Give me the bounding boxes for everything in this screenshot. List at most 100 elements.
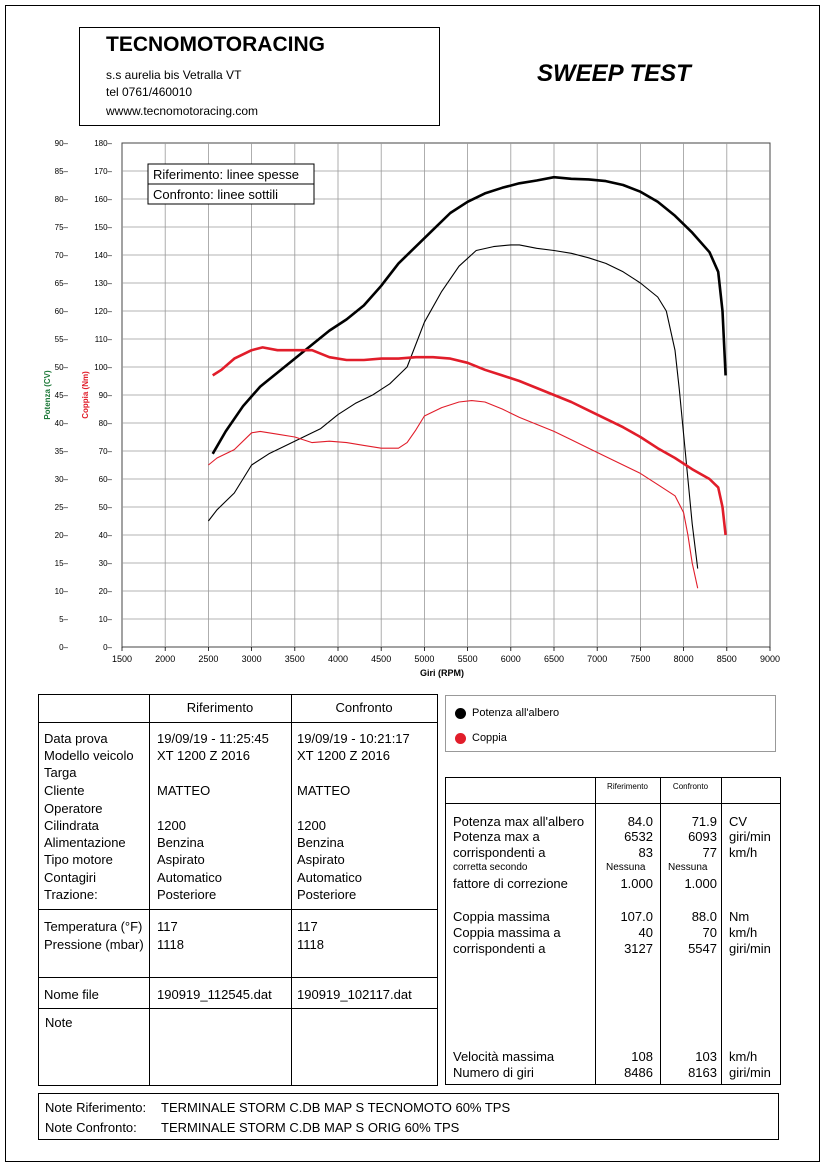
x-tick-label: 6000 xyxy=(501,654,521,664)
y-tick-label-power: 10– xyxy=(55,587,69,596)
result-unit: giri/min xyxy=(729,941,771,956)
y-tick-label-power: 30– xyxy=(55,475,69,484)
info-divider-3 xyxy=(39,977,437,978)
company-phone: tel 0761/460010 xyxy=(106,85,193,99)
info-label: Operatore xyxy=(44,801,103,816)
result-label: fattore di correzione xyxy=(453,876,568,891)
info-value-confronto: XT 1200 Z 2016 xyxy=(297,748,390,763)
result-value-riferimento: Nessuna xyxy=(606,862,646,873)
x-tick-label: 7500 xyxy=(630,654,650,664)
info-value-confronto: 19/09/19 - 10:21:17 xyxy=(297,731,410,746)
note-conf-label: Note Confronto: xyxy=(45,1120,137,1135)
info-value-confronto: 1118 xyxy=(297,937,324,952)
info-label: Contagiri xyxy=(44,870,97,885)
x-tick-label: 8000 xyxy=(674,654,694,664)
result-value-confronto: 6093 xyxy=(688,829,717,844)
result-label: Potenza max all'albero xyxy=(453,814,585,829)
y-tick-label-torque: 80– xyxy=(99,419,113,428)
info-col-riferimento: Riferimento xyxy=(186,700,254,715)
results-col-riferimento: Riferimento xyxy=(607,782,648,791)
chart-grid xyxy=(121,142,771,648)
result-value-confronto: 71.9 xyxy=(691,814,717,829)
report-title: SWEEP TEST xyxy=(537,60,691,87)
info-value-riferimento: Aspirato xyxy=(157,852,205,867)
x-tick-label: 9000 xyxy=(760,654,780,664)
y-tick-label-power: 40– xyxy=(55,419,69,428)
y-tick-label-power: 75– xyxy=(55,223,69,232)
result-value-riferimento: 40 xyxy=(638,925,653,940)
y-tick-label-power: 70– xyxy=(55,251,69,260)
result-unit: km/h xyxy=(729,845,758,860)
info-value-riferimento: Benzina xyxy=(157,835,204,850)
info-value-riferimento: MATTEO xyxy=(157,783,211,798)
company-header: TECNOMOTORACING s.s aurelia bis Vetralla… xyxy=(79,27,440,126)
y-tick-label-power: 5– xyxy=(59,615,68,624)
note-conf-text: TERMINALE STORM C.DB MAP S ORIG 60% TPS xyxy=(161,1120,460,1135)
result-value-riferimento: 3127 xyxy=(624,941,653,956)
y-tick-label-torque: 110– xyxy=(95,335,113,344)
result-value-confronto: 1.000 xyxy=(684,876,717,891)
page-border xyxy=(5,5,820,1162)
result-unit: giri/min xyxy=(729,1065,771,1080)
info-label: Trazione: xyxy=(44,887,98,902)
result-unit: km/h xyxy=(729,1049,758,1064)
x-tick-label: 4500 xyxy=(371,654,391,664)
legend-torque-label: Coppia xyxy=(472,732,507,744)
info-value-riferimento: Automatico xyxy=(157,870,223,885)
results-col-divider-1 xyxy=(595,778,596,1084)
result-value-riferimento: 83 xyxy=(638,845,653,860)
info-divider-2 xyxy=(39,909,437,910)
y-tick-label-torque: 120– xyxy=(94,307,112,316)
info-col-divider-1 xyxy=(149,695,150,1085)
result-label: corretta secondo xyxy=(453,862,528,873)
company-address: s.s aurelia bis Vetralla VT xyxy=(106,68,242,82)
info-value-riferimento: XT 1200 Z 2016 xyxy=(157,748,250,763)
x-tick-label: 6500 xyxy=(544,654,564,664)
info-label: Tipo motore xyxy=(44,852,113,867)
y-tick-label-power: 25– xyxy=(55,503,69,512)
info-label: Alimentazione xyxy=(44,835,126,850)
info-label: Cilindrata xyxy=(44,818,99,833)
info-col-confronto: Confronto xyxy=(335,700,393,715)
y-tick-label-torque: 150– xyxy=(94,223,112,232)
y-tick-label-torque: 100– xyxy=(94,363,112,372)
result-label: corrispondenti a xyxy=(453,941,546,956)
result-label: Coppia massima a xyxy=(453,925,561,940)
torque-line-confronto xyxy=(208,400,699,589)
legend-power-marker xyxy=(455,708,466,719)
info-note-label: Note xyxy=(45,1015,73,1030)
results-header-divider xyxy=(446,803,780,804)
results-table: Riferimento Confronto Potenza max all'al… xyxy=(445,777,781,1085)
result-value-confronto: 88.0 xyxy=(691,909,717,924)
y-tick-label-torque: 30– xyxy=(99,559,113,568)
result-label: Potenza max a xyxy=(453,829,540,844)
x-tick-label: 1500 xyxy=(112,654,132,664)
x-tick-label: 3500 xyxy=(285,654,305,664)
info-label: Pressione (mbar) xyxy=(44,937,144,952)
x-tick-label: 5000 xyxy=(414,654,434,664)
info-value-confronto: MATTEO xyxy=(297,783,351,798)
info-label: Cliente xyxy=(44,783,85,798)
x-tick-label: 4000 xyxy=(328,654,348,664)
y-tick-label-torque: 180– xyxy=(94,139,112,148)
legend-note-box-2 xyxy=(147,183,315,205)
x-tick-label: 7000 xyxy=(587,654,607,664)
info-file-label: Nome file xyxy=(44,987,99,1002)
info-value-riferimento: Posteriore xyxy=(157,887,217,902)
result-value-riferimento: 84.0 xyxy=(627,814,653,829)
company-name: TECNOMOTORACING xyxy=(106,33,325,56)
info-label: Data prova xyxy=(44,731,108,746)
y-tick-label-torque: 40– xyxy=(99,531,113,540)
results-col-divider-2 xyxy=(660,778,661,1084)
y-tick-label-torque: 160– xyxy=(94,195,112,204)
result-value-confronto: 103 xyxy=(695,1049,717,1064)
torque-line-riferimento xyxy=(211,346,727,536)
y-tick-label-torque: 130– xyxy=(94,279,112,288)
y-tick-label-torque: 0– xyxy=(103,643,112,652)
note-rif-label: Note Riferimento: xyxy=(45,1100,147,1115)
info-value-confronto: 1200 xyxy=(297,818,326,833)
y-axis-label-power: Potenza (CV) xyxy=(43,370,52,420)
x-tick-label: 8500 xyxy=(717,654,737,664)
info-table: Riferimento Confronto Data prova 19/09/19… xyxy=(38,694,438,1086)
legend-torque-marker xyxy=(455,733,466,744)
